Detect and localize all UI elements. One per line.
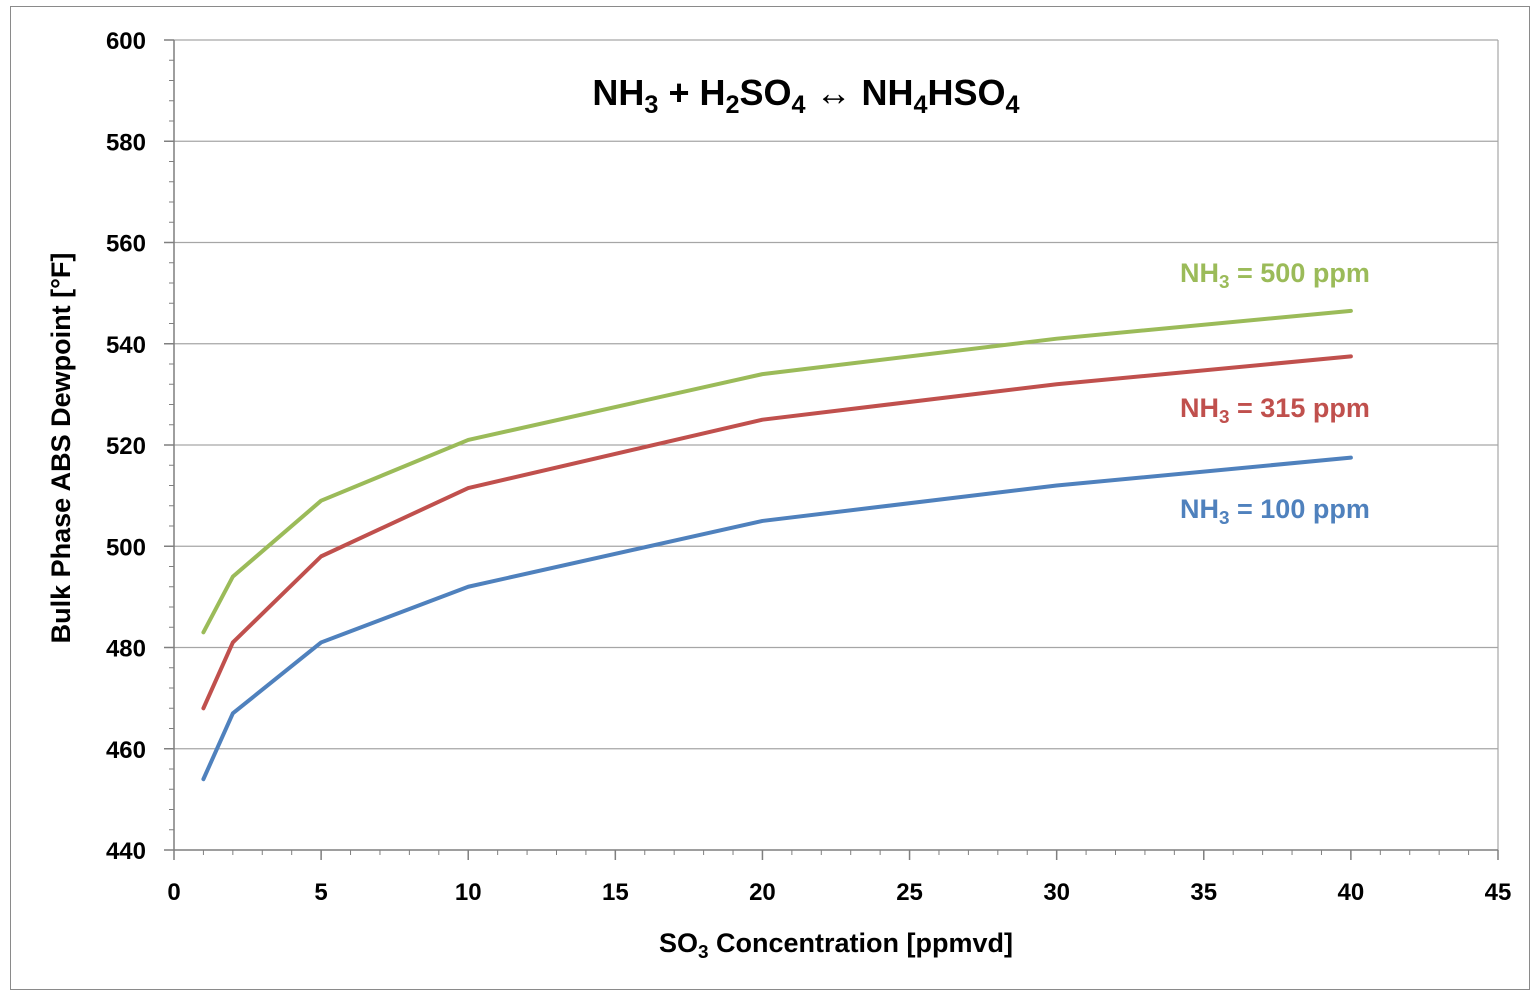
text-part: SO: [739, 72, 791, 113]
x-tick-label: 25: [896, 879, 923, 906]
subscript: 4: [914, 91, 928, 119]
y-tick-label: 520: [106, 433, 146, 460]
minor-ticks: [169, 39, 1499, 855]
chart-frame: [10, 6, 1530, 990]
subscript: 3: [1219, 407, 1230, 428]
text-part: = 100 ppm: [1230, 494, 1370, 524]
y-tick-label: 480: [106, 636, 146, 663]
text-part: HSO: [928, 72, 1006, 113]
chart-title: NH3 + H2SO4 ↔ NH4HSO4: [592, 72, 1019, 119]
x-tick-label: 5: [314, 879, 327, 906]
text-part: SO: [659, 928, 698, 958]
y-tick-label: 560: [106, 231, 146, 258]
x-tick-label: 15: [602, 879, 629, 906]
text-part: = 315 ppm: [1230, 393, 1370, 423]
text-part: + H: [658, 72, 725, 113]
series-label: NH3 = 500 ppm: [1180, 258, 1370, 293]
x-tick-label: 10: [455, 879, 482, 906]
subscript: 4: [792, 91, 806, 119]
text-part: Concentration [ppmvd]: [709, 928, 1014, 958]
y-tick-label: 440: [106, 838, 146, 865]
x-tick-label: 30: [1043, 879, 1070, 906]
text-part: NH: [1180, 258, 1219, 288]
text-part: NH: [592, 72, 644, 113]
x-axis-title: SO3 Concentration [ppmvd]: [659, 928, 1013, 963]
series-line: [201, 354, 1353, 711]
subscript: 3: [698, 942, 709, 963]
subscript: 2: [725, 91, 739, 119]
y-tick-label: 500: [106, 534, 146, 561]
x-tick-label: 0: [167, 879, 180, 906]
x-tick-label: 40: [1338, 879, 1365, 906]
subscript: 4: [1006, 91, 1020, 119]
series-line: [201, 455, 1353, 782]
y-tick-label: 600: [106, 28, 146, 55]
text-part: NH: [1180, 393, 1219, 423]
subscript: 3: [1219, 508, 1230, 529]
text-part: ↔ NH: [806, 72, 914, 113]
subscript: 3: [1219, 272, 1230, 293]
text-part: NH: [1180, 494, 1219, 524]
text-part: = 500 ppm: [1230, 258, 1370, 288]
y-axis-title: Bulk Phase ABS Dewpoint [°F]: [46, 253, 76, 644]
y-tick-label: 540: [106, 332, 146, 359]
x-tick-label: 45: [1485, 879, 1512, 906]
series-label: NH3 = 315 ppm: [1180, 393, 1370, 428]
x-tick-label: 20: [749, 879, 776, 906]
subscript: 3: [644, 91, 658, 119]
x-tick-label: 35: [1190, 879, 1217, 906]
y-tick-label: 580: [106, 129, 146, 156]
y-tick-label: 460: [106, 737, 146, 764]
gridlines: [174, 39, 1498, 750]
series-label: NH3 = 100 ppm: [1180, 494, 1370, 529]
series-line: [201, 308, 1353, 635]
